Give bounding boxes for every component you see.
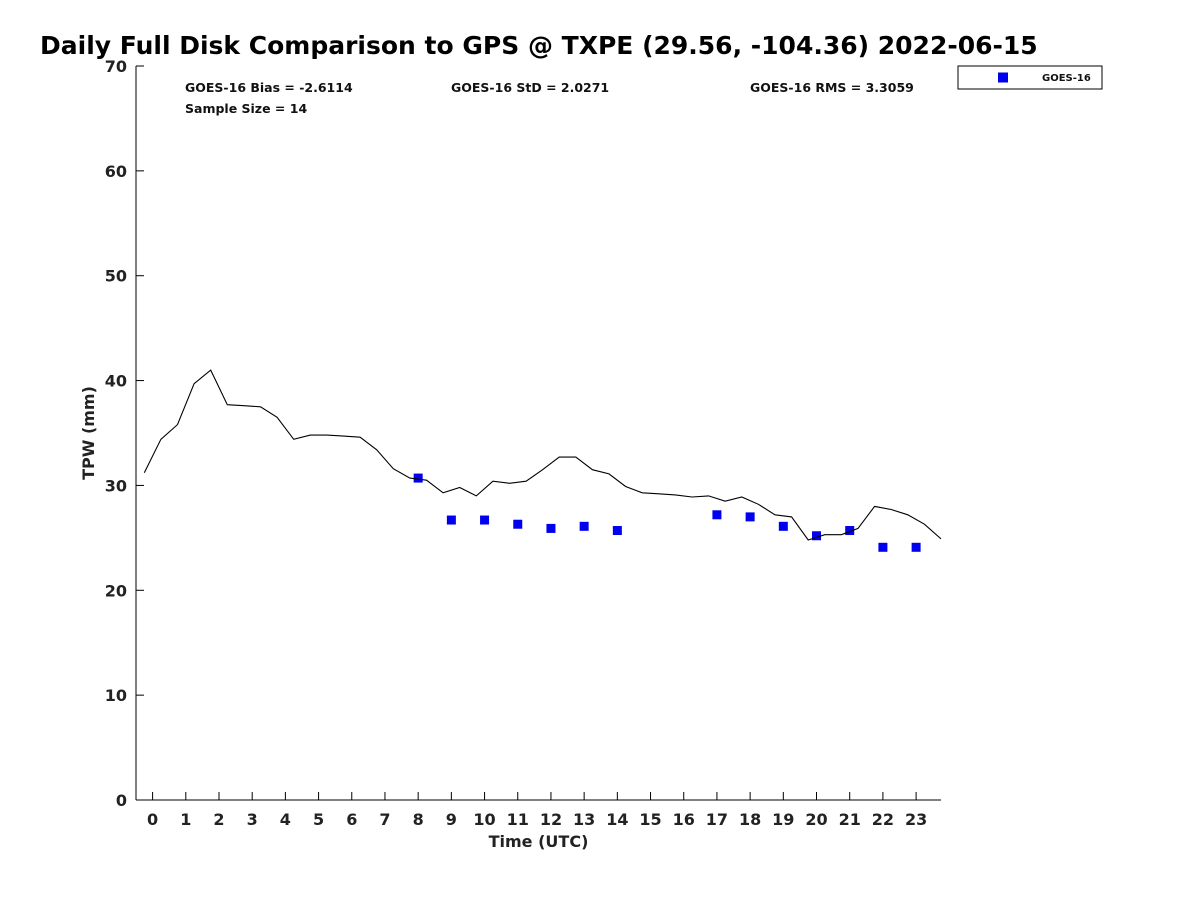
x-tick-label: 11 (507, 810, 529, 829)
x-tick-label: 16 (673, 810, 695, 829)
x-tick-label: 9 (446, 810, 457, 829)
y-tick-label: 0 (116, 791, 127, 810)
x-tick-label: 6 (346, 810, 357, 829)
goes16-point (446, 515, 456, 525)
legend: GOES-16 (957, 65, 1103, 90)
goes16-point (812, 531, 822, 541)
goes16-point (778, 521, 788, 531)
goes16-point (413, 473, 423, 483)
x-tick-label: 3 (247, 810, 258, 829)
x-tick-label: 23 (905, 810, 927, 829)
y-axis-label: TPW (mm) (79, 386, 98, 480)
stat-bias: GOES-16 Bias = -2.6114 (185, 80, 353, 95)
x-tick-label: 0 (147, 810, 158, 829)
x-tick-label: 7 (379, 810, 390, 829)
y-tick-label: 30 (105, 476, 127, 495)
x-tick-label: 8 (413, 810, 424, 829)
x-tick-label: 19 (772, 810, 794, 829)
y-tick-label: 70 (105, 57, 127, 76)
x-tick-label: 10 (473, 810, 495, 829)
y-tick-label: 20 (105, 581, 127, 600)
goes16-point (745, 512, 755, 522)
legend-label-goes16: GOES-16 (1042, 73, 1091, 84)
goes16-point (845, 526, 855, 536)
x-tick-label: 12 (540, 810, 562, 829)
goes16-point (878, 542, 888, 552)
y-tick-label: 10 (105, 686, 127, 705)
x-tick-label: 22 (872, 810, 894, 829)
y-tick-label: 40 (105, 372, 127, 391)
x-tick-label: 14 (606, 810, 628, 829)
legend-marker-goes16 (998, 72, 1008, 83)
gps-tpw-line (143, 369, 942, 541)
stats-panel: GOES-16 Bias = -2.6114 GOES-16 StD = 2.0… (185, 80, 914, 116)
x-tick-label: 4 (280, 810, 291, 829)
x-axis-label: Time (UTC) (489, 832, 589, 851)
x-tick-label: 21 (839, 810, 861, 829)
stat-rms: GOES-16 RMS = 3.3059 (750, 80, 914, 95)
stat-std: GOES-16 StD = 2.0271 (451, 80, 609, 95)
stat-sample-size: Sample Size = 14 (185, 101, 307, 116)
y-tick-label: 60 (105, 162, 127, 181)
x-tick-label: 1 (180, 810, 191, 829)
chart-title: Daily Full Disk Comparison to GPS @ TXPE… (40, 31, 1038, 60)
legend-box (957, 65, 1103, 90)
x-tick-label: 5 (313, 810, 324, 829)
x-tick-label: 20 (805, 810, 827, 829)
x-tick-label: 15 (639, 810, 661, 829)
goes16-point (712, 510, 722, 520)
goes16-point (911, 542, 921, 552)
goes16-point (579, 521, 589, 531)
goes16-point (612, 526, 622, 536)
goes16-point (546, 523, 556, 533)
x-tick-label: 13 (573, 810, 595, 829)
x-tick-label: 2 (213, 810, 224, 829)
goes16-point (513, 519, 523, 529)
goes16-point (480, 515, 490, 525)
y-tick-label: 50 (105, 267, 127, 286)
x-tick-label: 18 (739, 810, 761, 829)
x-tick-label: 17 (706, 810, 728, 829)
